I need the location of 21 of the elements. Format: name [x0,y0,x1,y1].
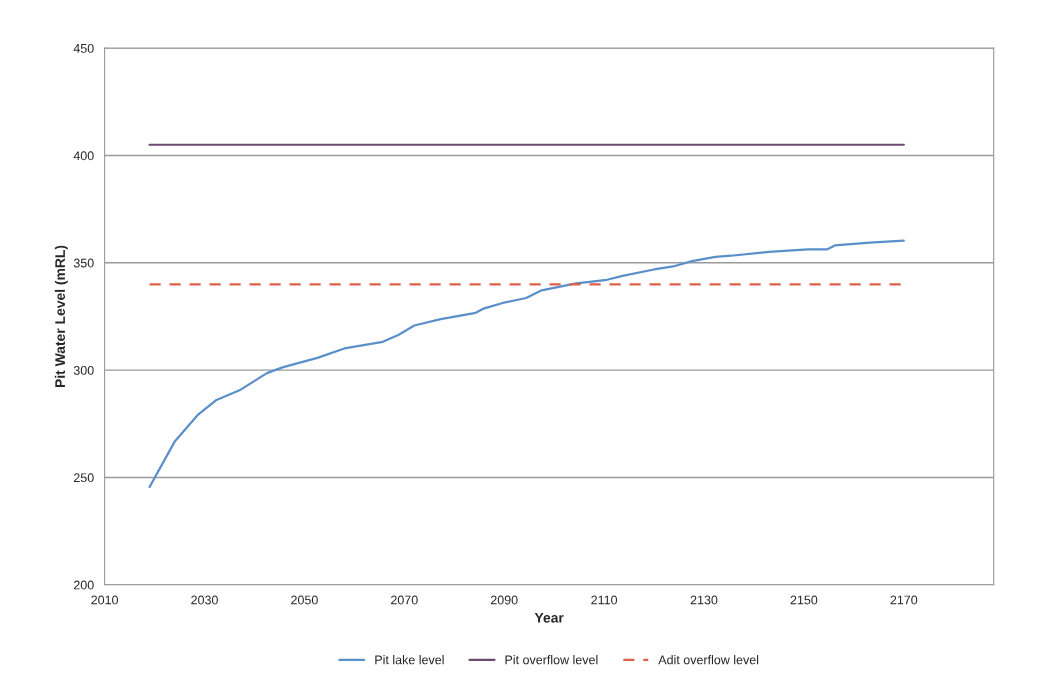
y-tick-label: 250 [73,473,94,483]
y-tick-label: 350 [73,258,94,268]
x-axis-title: Year [534,612,564,623]
y-tick-label: 450 [73,43,94,53]
x-tick-label: 2170 [890,595,918,605]
x-tick-label: 2090 [490,595,518,605]
x-tick-label: 2070 [391,595,418,605]
x-tick-label: 2050 [291,595,318,605]
y-tick-label: 400 [73,151,94,161]
line-series [148,239,905,489]
x-tick-label: 2010 [91,595,119,605]
legend-label: Pit lake level [375,655,444,665]
y-axis-title: Pit Water Level (mRL) [54,245,68,388]
x-tick-label: 2150 [790,595,818,605]
x-tick-label: 2130 [690,595,718,605]
y-tick-label: 200 [73,580,94,590]
legend-label: Pit overflow level [505,655,598,665]
x-tick-label: 2110 [591,595,618,605]
legend-label: Adit overflow level [658,655,759,665]
x-tick-label: 2030 [191,595,218,605]
y-tick-label: 300 [73,365,94,375]
